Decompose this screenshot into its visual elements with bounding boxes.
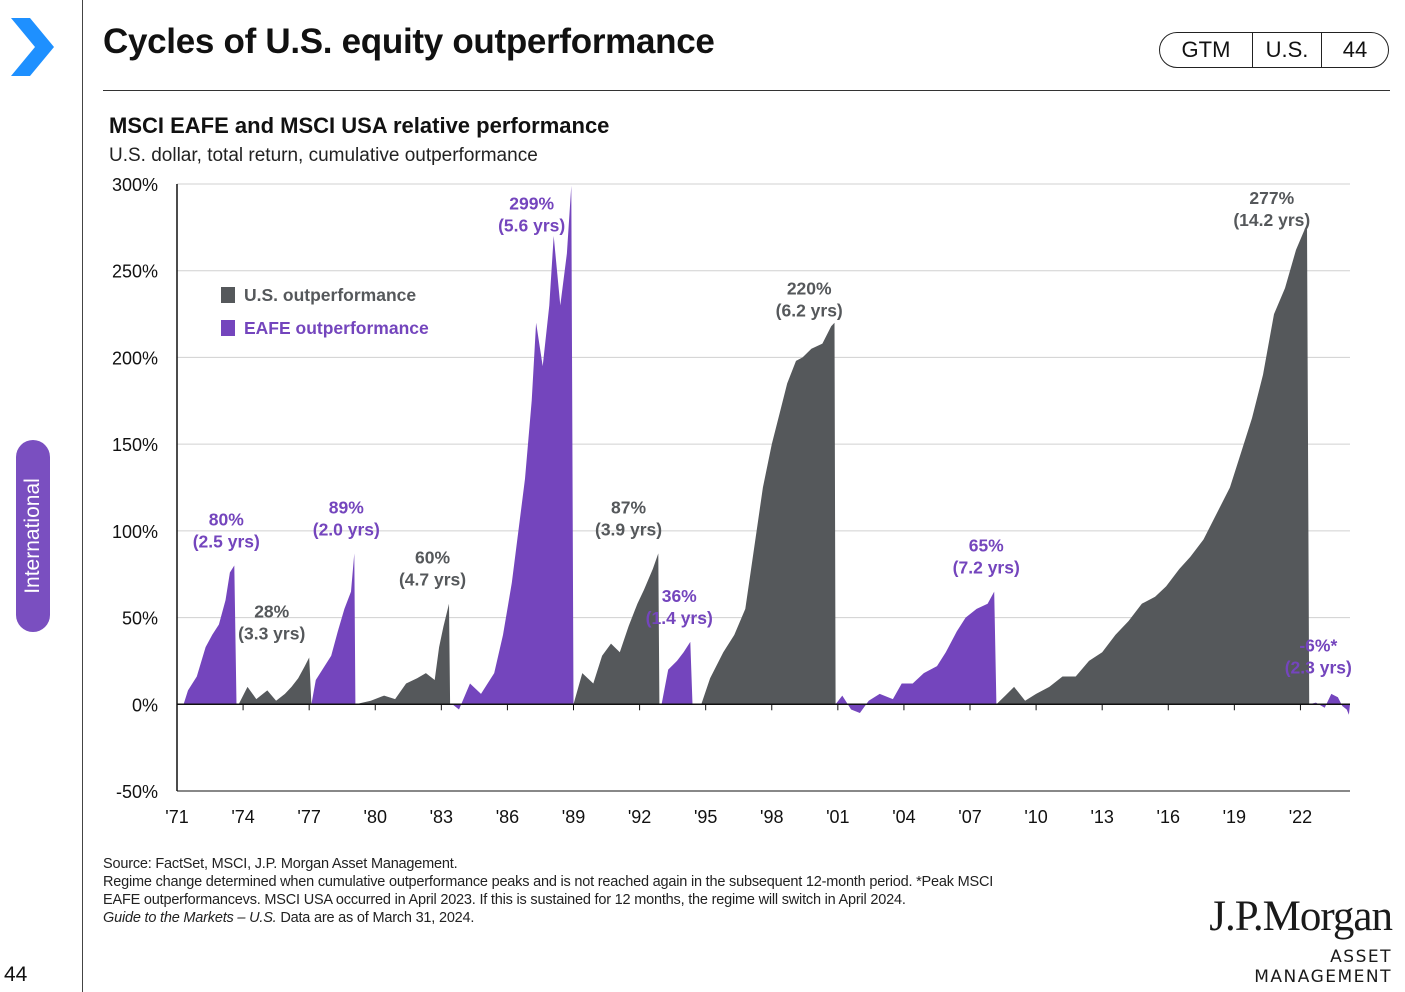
- x-tick-label: '98: [760, 807, 783, 827]
- peak-duration-label: (2.3 yrs): [1285, 657, 1352, 677]
- peak-duration-label: (5.6 yrs): [498, 216, 565, 236]
- footnote-regime-2: EAFE outperformancevs. MSCI USA occurred…: [103, 892, 906, 908]
- eafe-outperformance-area: [661, 641, 693, 705]
- x-tick-label: '86: [496, 807, 519, 827]
- us-outperformance-area: [701, 322, 836, 705]
- x-tick-label: '80: [364, 807, 387, 827]
- peak-duration-label: (3.9 yrs): [595, 519, 662, 539]
- y-tick-label: -50%: [116, 782, 158, 802]
- chart-subtitle: U.S. dollar, total return, cumulative ou…: [109, 145, 538, 166]
- x-tick-label: '01: [826, 807, 849, 827]
- gtm-badge-middle: U.S.: [1253, 33, 1322, 67]
- gtm-badge-left: GTM: [1160, 33, 1253, 67]
- page-number: 44: [4, 963, 28, 986]
- peak-duration-label: (6.2 yrs): [776, 301, 843, 321]
- peak-value-label: 80%: [209, 510, 244, 530]
- left-rail-divider: [82, 0, 83, 992]
- x-tick-label: '10: [1024, 807, 1047, 827]
- us-outperformance-area: [355, 603, 451, 705]
- relative-performance-chart: -50% 0% 50% 100% 150% 200% 250% 300% '71 '74 '77 '8…: [112, 175, 1352, 827]
- footnote: Source: FactSet, MSCI, J.P. Morgan Asset…: [103, 855, 1183, 927]
- peak-value-label: 65%: [969, 536, 1004, 556]
- x-tick-label: '92: [628, 807, 651, 827]
- us-outperformance-area: [238, 657, 312, 705]
- y-tick-label: 200%: [112, 348, 158, 368]
- page-title: Cycles of U.S. equity outperformance: [103, 22, 715, 61]
- footnote-regime-1: Regime change determined when cumulative…: [103, 874, 994, 890]
- footnote-guide-title: Guide to the Markets – U.S.: [103, 910, 277, 926]
- legend-swatch-us: [221, 287, 235, 303]
- peak-value-label: 220%: [787, 279, 832, 299]
- us-outperformance-area: [573, 553, 660, 705]
- y-tick-label: 250%: [112, 262, 158, 282]
- jpmorgan-logo: J.P.Morgan ASSET MANAGEMENT: [1190, 893, 1393, 987]
- title-divider: [103, 90, 1390, 91]
- y-tick-label: 100%: [112, 522, 158, 542]
- eafe-outperformance-area: [183, 565, 237, 705]
- legend-swatch-eafe: [221, 320, 235, 336]
- x-tick-label: '13: [1090, 807, 1113, 827]
- section-tab-international[interactable]: International: [16, 440, 50, 632]
- x-tick-label: '19: [1223, 807, 1246, 827]
- peak-duration-label: (4.7 yrs): [399, 570, 466, 590]
- eafe-outperformance-area: [452, 185, 574, 710]
- logo-tagline: ASSET MANAGEMENT: [1254, 947, 1392, 987]
- legend-label-eafe: EAFE outperformance: [244, 318, 429, 338]
- peak-value-label: 89%: [329, 497, 364, 517]
- x-tick-label: '95: [694, 807, 717, 827]
- chevron-right-icon: [11, 18, 54, 76]
- peak-value-label: 36%: [662, 586, 697, 606]
- logo-wordmark: J.P.Morgan: [1209, 893, 1393, 940]
- y-tick-label: 300%: [112, 175, 158, 195]
- eafe-outperformance-area: [835, 591, 997, 713]
- peak-value-label: 60%: [415, 548, 450, 568]
- peak-value-label: 28%: [254, 601, 289, 621]
- footnote-date-text: Data are as of March 31, 2024.: [276, 910, 475, 926]
- x-tick-label: '89: [562, 807, 585, 827]
- gtm-badge-page: 44: [1342, 37, 1368, 62]
- peak-duration-label: (1.4 yrs): [646, 608, 713, 628]
- peak-value-label: -6%*: [1299, 635, 1337, 655]
- peak-value-label: 299%: [509, 194, 554, 214]
- peak-duration-label: (7.2 yrs): [953, 558, 1020, 578]
- y-tick-label: 50%: [122, 609, 158, 629]
- x-tick-label: '22: [1289, 807, 1312, 827]
- legend-label-us: U.S. outperformance: [244, 285, 416, 305]
- footnote-source: Source: FactSet, MSCI, J.P. Morgan Asset…: [103, 856, 458, 872]
- peak-duration-label: (3.3 yrs): [238, 623, 305, 643]
- chart-title: MSCI EAFE and MSCI USA relative performa…: [109, 113, 610, 138]
- y-tick-label: 0%: [132, 695, 158, 715]
- footnote-data-date: Guide to the Markets – U.S. Data are as …: [103, 909, 1183, 927]
- x-tick-label: '77: [297, 807, 320, 827]
- peak-duration-label: (14.2 yrs): [1233, 210, 1310, 230]
- peak-value-label: 87%: [611, 497, 646, 517]
- eafe-outperformance-area: [311, 553, 356, 705]
- x-tick-label: '83: [430, 807, 453, 827]
- x-tick-label: '74: [231, 807, 254, 827]
- peak-value-label: 277%: [1249, 188, 1294, 208]
- us-outperformance-area: [996, 223, 1310, 705]
- peak-duration-label: (2.0 yrs): [313, 519, 380, 539]
- x-tick-label: '07: [958, 807, 981, 827]
- y-tick-label: 150%: [112, 435, 158, 455]
- x-tick-label: '04: [892, 807, 915, 827]
- peak-duration-label: (2.5 yrs): [193, 532, 260, 552]
- x-tick-label: '71: [165, 807, 188, 827]
- x-tick-label: '16: [1157, 807, 1180, 827]
- gtm-badge: GTM U.S. 44: [1159, 32, 1389, 68]
